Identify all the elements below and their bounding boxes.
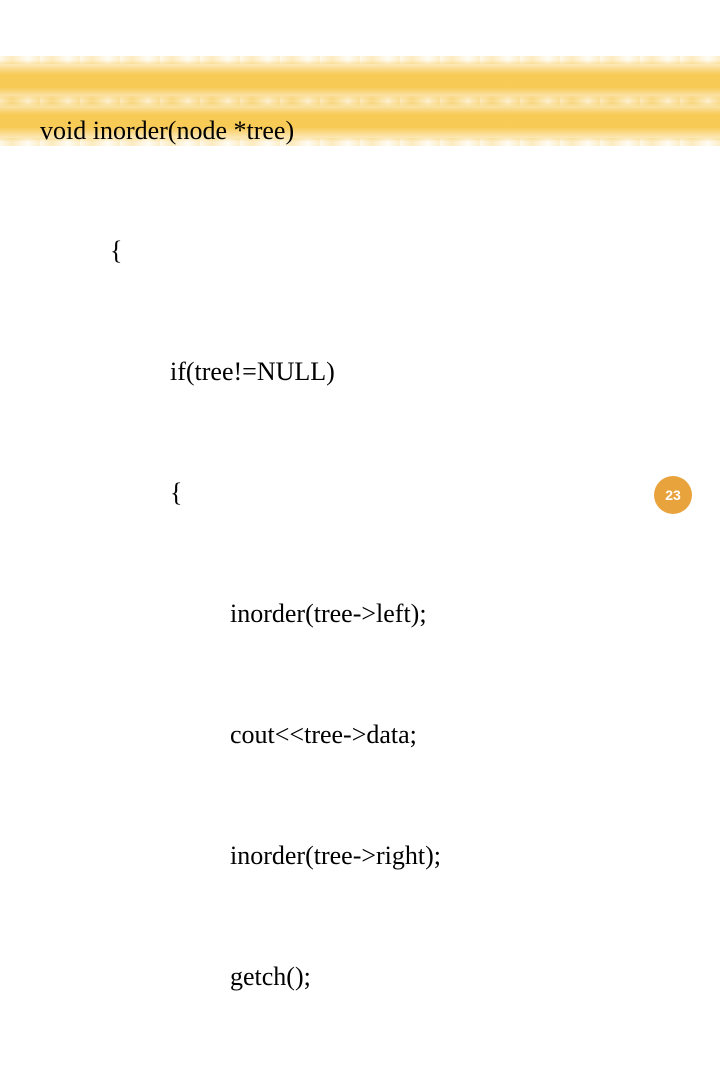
code-line: cout<<tree->data; <box>40 715 680 755</box>
code-line: } <box>40 1078 680 1080</box>
code-line: { <box>40 473 680 513</box>
code-line: { <box>40 231 680 271</box>
page-number-badge: 23 <box>654 476 692 514</box>
code-line: getch(); <box>40 957 680 997</box>
code-line: inorder(tree->left); <box>40 594 680 634</box>
slide: void inorder(node *tree) { if(tree!=NULL… <box>0 0 720 540</box>
code-line: void inorder(node *tree) <box>40 111 680 151</box>
code-block: void inorder(node *tree) { if(tree!=NULL… <box>40 30 680 1080</box>
code-line: if(tree!=NULL) <box>40 352 680 392</box>
code-line: inorder(tree->right); <box>40 836 680 876</box>
